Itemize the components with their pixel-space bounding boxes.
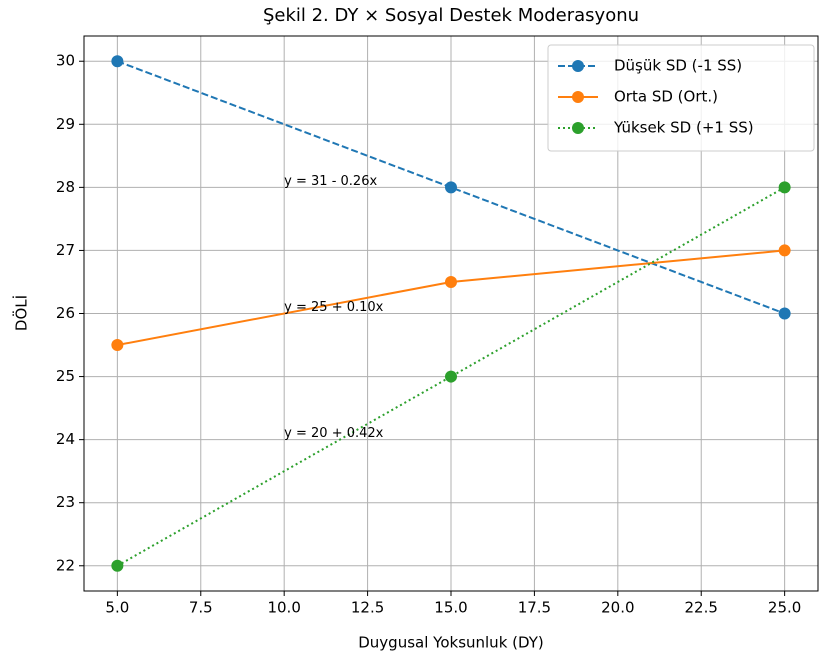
axes-frame — [83, 35, 819, 592]
data-point — [778, 307, 791, 320]
x-tick-label: 7.5 — [189, 599, 213, 617]
legend-label: Düşük SD (-1 SS) — [614, 57, 742, 75]
legend-box — [547, 44, 815, 152]
data-point — [778, 244, 791, 257]
y-tick-label: 30 — [56, 52, 75, 70]
y-tick-label: 29 — [56, 115, 75, 133]
y-tick-label: 26 — [56, 304, 75, 322]
legend-marker — [572, 60, 584, 72]
x-tick-label: 10.0 — [267, 599, 300, 617]
legend-label: Yüksek SD (+1 SS) — [613, 119, 754, 137]
data-point — [445, 275, 457, 288]
data-point — [111, 339, 124, 352]
data-point — [111, 55, 124, 68]
y-tick-label: 27 — [56, 241, 75, 259]
data-point — [445, 370, 457, 383]
y-tick-label: 28 — [56, 178, 75, 196]
annotation: y = 20 + 0.42x — [284, 426, 383, 441]
x-tick-label: 5.0 — [105, 599, 129, 617]
y-axis-label: DÖLİ — [12, 295, 31, 331]
legend-marker — [572, 91, 584, 103]
x-tick-label: 25.0 — [768, 599, 801, 617]
y-tick-label: 25 — [56, 367, 75, 385]
y-tick-label: 24 — [56, 430, 75, 448]
annotation: y = 25 + 0.10x — [284, 300, 383, 315]
x-axis-label: Duygusal Yoksunluk (DY) — [358, 634, 544, 652]
x-tick-label: 15.0 — [434, 599, 467, 617]
x-tick-label: 12.5 — [351, 599, 384, 617]
chart-title: Şekil 2. DY × Sosyal Destek Moderasyonu — [263, 5, 639, 26]
x-tick-label: 17.5 — [518, 599, 551, 617]
data-point — [778, 181, 791, 194]
y-tick-label: 22 — [56, 556, 75, 574]
data-point — [111, 559, 124, 572]
x-tick-label: 22.5 — [685, 599, 718, 617]
data-point — [445, 181, 457, 194]
legend-marker — [572, 122, 584, 134]
legend-label: Orta SD (Ort.) — [614, 88, 718, 106]
annotation: y = 31 - 0.26x — [284, 174, 377, 189]
y-tick-label: 23 — [56, 493, 75, 511]
x-tick-label: 20.0 — [601, 599, 634, 617]
